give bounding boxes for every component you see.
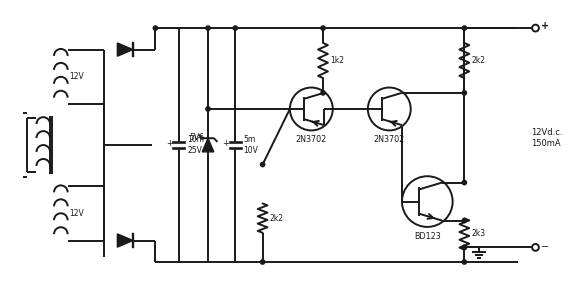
Circle shape bbox=[206, 107, 210, 111]
Text: 2k2: 2k2 bbox=[269, 214, 284, 223]
Text: 2k2: 2k2 bbox=[471, 56, 485, 65]
Text: BD123: BD123 bbox=[414, 232, 441, 241]
Circle shape bbox=[462, 180, 467, 185]
Circle shape bbox=[153, 26, 158, 30]
Circle shape bbox=[260, 162, 265, 167]
Text: 12V: 12V bbox=[70, 209, 84, 218]
Text: +: + bbox=[541, 21, 549, 31]
Circle shape bbox=[462, 245, 467, 250]
Circle shape bbox=[260, 260, 265, 264]
Polygon shape bbox=[117, 43, 133, 56]
Text: 2k3: 2k3 bbox=[471, 229, 485, 239]
Text: 12Vd.c.
150mA: 12Vd.c. 150mA bbox=[531, 128, 562, 148]
Text: 2N3702: 2N3702 bbox=[374, 135, 405, 144]
Circle shape bbox=[321, 91, 325, 95]
Circle shape bbox=[462, 245, 467, 250]
Circle shape bbox=[321, 26, 325, 30]
Circle shape bbox=[206, 26, 210, 30]
Text: +: + bbox=[223, 139, 230, 148]
Text: 2N3702: 2N3702 bbox=[296, 135, 327, 144]
Circle shape bbox=[462, 91, 467, 95]
Polygon shape bbox=[202, 138, 214, 152]
Polygon shape bbox=[117, 234, 133, 247]
Circle shape bbox=[462, 26, 467, 30]
Circle shape bbox=[462, 260, 467, 264]
Text: +: + bbox=[166, 139, 173, 148]
Text: 5m
10V: 5m 10V bbox=[244, 135, 259, 155]
Text: 10m
25V: 10m 25V bbox=[187, 135, 204, 155]
Text: 1k2: 1k2 bbox=[330, 56, 344, 65]
Text: −: − bbox=[541, 242, 549, 252]
Circle shape bbox=[233, 26, 238, 30]
Text: 5V6: 5V6 bbox=[189, 133, 204, 142]
Text: 12V: 12V bbox=[70, 72, 84, 81]
Circle shape bbox=[462, 218, 467, 223]
